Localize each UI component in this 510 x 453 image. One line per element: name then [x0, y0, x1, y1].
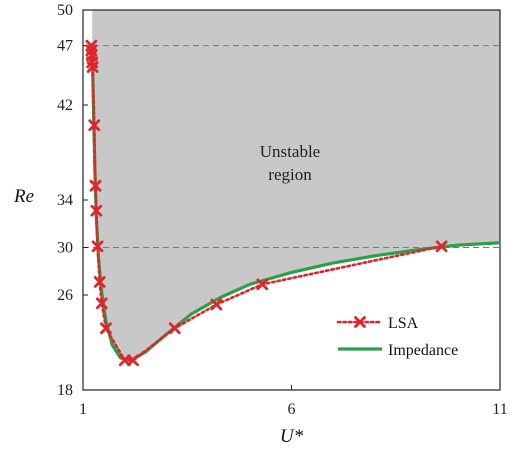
- lsa-point-5: [88, 119, 101, 132]
- annotation-line-2: region: [268, 165, 312, 184]
- y-tick-label-30: 30: [57, 240, 73, 257]
- unstable-region: [92, 10, 500, 361]
- lsa-point-6: [89, 179, 102, 192]
- lsa-point-10: [95, 297, 108, 310]
- y-tick-label-34: 34: [57, 192, 73, 209]
- legend-lsa-label: LSA: [388, 315, 419, 332]
- lsa-point-4: [86, 61, 99, 73]
- x-tick-label-6: 6: [288, 401, 296, 418]
- legend-lsa-marker: [336, 316, 384, 328]
- y-axis-label: Re: [13, 186, 34, 207]
- lsa-point-15: [210, 298, 223, 311]
- legend: LSA Impedance: [336, 315, 458, 359]
- y-tick-label-42: 42: [57, 97, 73, 114]
- x-axis-label: U*: [280, 426, 304, 447]
- lsa-point-13: [127, 354, 139, 367]
- x-tick-label-1: 1: [79, 401, 87, 418]
- legend-lsa-cross: [354, 316, 366, 328]
- lsa-point-16: [256, 278, 269, 291]
- annotation-line-1: Unstable: [260, 142, 320, 161]
- legend-impedance-label: Impedance: [388, 342, 458, 359]
- lsa-point-14: [168, 322, 181, 335]
- x-tick-label-11: 11: [492, 401, 507, 418]
- lsa-point-12: [118, 354, 131, 367]
- axis-ticks: 18 26 30 34 42 47 50 1 6 11: [57, 2, 508, 418]
- lsa-point-17: [435, 240, 448, 253]
- lsa-point-7: [90, 204, 103, 217]
- lsa-point-9: [93, 276, 106, 288]
- y-tick-label-47: 47: [57, 38, 73, 55]
- y-tick-label-26: 26: [57, 287, 73, 304]
- lsa-point-11: [100, 322, 112, 335]
- lsa-point-8: [91, 240, 104, 253]
- series-layer: [85, 39, 501, 367]
- y-tick-label-50: 50: [57, 2, 73, 19]
- y-tick-label-18: 18: [57, 382, 73, 399]
